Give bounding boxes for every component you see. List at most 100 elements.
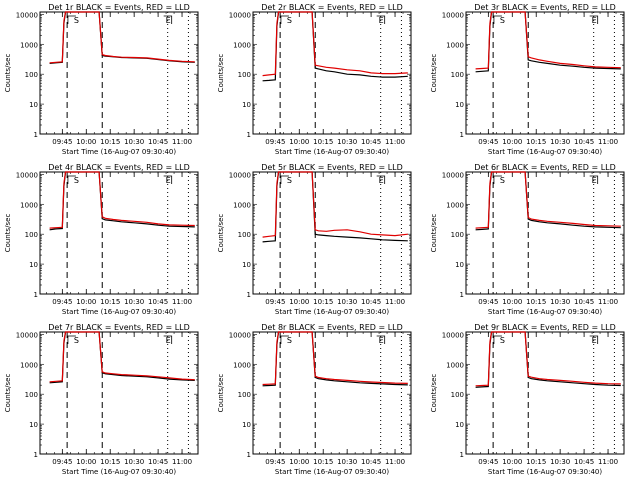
chart-title: Det 5r BLACK = Events, RED = LLD [261,163,403,172]
x-tick-label: 11:00 [385,138,405,146]
end-bracket [376,175,386,184]
end-bracket [589,335,599,344]
x-tick-label: 11:00 [172,298,192,306]
series-line-lld [49,11,195,64]
y-tick-label: 10000 [442,171,464,179]
x-tick-label: 10:00 [502,458,522,466]
x-tick-label: 10:45 [148,298,168,306]
start-marker-label: S [500,16,505,25]
end-marker-label: E [166,336,171,345]
x-tick-label: 10:45 [574,458,594,466]
end-bracket [589,15,599,24]
y-tick-label: 1 [460,131,464,139]
x-tick-label: 11:00 [172,138,192,146]
x-tick-label: 10:45 [148,138,168,146]
x-tick-label: 10:30 [124,458,144,466]
y-axis-label: Counts/sec [217,214,225,253]
start-marker-label: S [287,16,292,25]
start-bracket [493,15,502,24]
series-line-events [475,11,621,73]
chart-panel-4: Det 4r BLACK = Events, RED = LLD 1 10 100 10… [4,163,199,316]
start-bracket [67,175,76,184]
y-tick-label: 1000 [233,201,251,209]
end-marker-label: E [379,176,384,185]
start-bracket [493,335,502,344]
plot-frame [252,171,412,295]
series-line-lld [475,11,621,70]
x-tick-label: 09:45 [478,458,498,466]
start-marker-label: S [287,176,292,185]
x-tick-label: 10:45 [148,458,168,466]
x-tick-label: 10:15 [100,138,120,146]
x-tick-label: 10:15 [313,138,333,146]
end-marker-label: E [592,16,597,25]
y-tick-label: 10000 [229,11,251,19]
x-tick-label: 10:30 [337,298,357,306]
chart-panel-6: Det 6r BLACK = Events, RED = LLD 1 10 100 10… [430,163,625,316]
y-tick-label: 10 [455,421,464,429]
start-marker-label: S [74,336,79,345]
x-tick-label: 10:45 [361,458,381,466]
chart-title: Det 6r BLACK = Events, RED = LLD [474,163,616,172]
end-marker-label: E [166,16,171,25]
chart-title: Det 2r BLACK = Events, RED = LLD [261,3,403,12]
y-axis-label: Counts/sec [430,374,438,413]
series-line-events [49,171,195,231]
y-tick-label: 10 [242,261,251,269]
y-tick-label: 10000 [442,11,464,19]
series-line-events [262,331,408,387]
y-tick-label: 1000 [20,361,38,369]
x-axis-label: Start Time (16-Aug-07 09:30:40) [275,308,389,316]
y-axis-label: Counts/sec [217,374,225,413]
plot-frame [39,331,199,455]
start-marker-label: S [74,176,79,185]
chart-title: Det 1r BLACK = Events, RED = LLD [48,3,190,12]
y-tick-label: 1 [247,131,251,139]
y-tick-label: 1000 [20,41,38,49]
series-line-lld [475,171,621,229]
x-tick-label: 10:15 [100,298,120,306]
y-tick-label: 10000 [16,11,38,19]
x-tick-label: 10:45 [361,138,381,146]
y-tick-label: 10 [242,421,251,429]
x-tick-label: 10:15 [526,138,546,146]
start-bracket [280,175,289,184]
x-axis-label: Start Time (16-Aug-07 09:30:40) [488,308,602,316]
x-tick-label: 10:00 [289,298,309,306]
y-axis-label: Counts/sec [217,54,225,93]
x-tick-label: 10:30 [124,298,144,306]
x-tick-label: 10:45 [574,138,594,146]
chart-panel-2: Det 2r BLACK = Events, RED = LLD 1 10 100 10… [217,3,412,156]
plot-frame [252,11,412,135]
chart-title: Det 4r BLACK = Events, RED = LLD [48,163,190,172]
x-tick-label: 11:00 [598,458,618,466]
y-tick-label: 100 [451,391,464,399]
y-tick-label: 100 [238,231,251,239]
series-line-lld [262,171,408,238]
x-tick-label: 09:45 [265,458,285,466]
x-tick-label: 10:30 [550,138,570,146]
x-tick-label: 09:45 [52,458,72,466]
end-marker-label: E [592,176,597,185]
chart-title: Det 7r BLACK = Events, RED = LLD [48,323,190,332]
x-axis-label: Start Time (16-Aug-07 09:30:40) [275,148,389,156]
y-tick-label: 100 [25,231,38,239]
y-tick-label: 10000 [229,171,251,179]
y-tick-label: 1000 [446,41,464,49]
plot-frame [39,171,199,295]
x-axis-label: Start Time (16-Aug-07 09:30:40) [62,308,176,316]
y-tick-label: 100 [238,391,251,399]
x-tick-label: 10:00 [76,458,96,466]
x-tick-label: 10:00 [502,298,522,306]
plot-frame [465,11,625,135]
y-tick-label: 100 [25,71,38,79]
series-line-events [262,171,408,243]
series-line-events [49,11,195,64]
series-line-lld [49,331,195,383]
x-tick-label: 10:00 [76,298,96,306]
y-axis-label: Counts/sec [4,374,12,413]
y-tick-label: 100 [25,391,38,399]
x-axis-label: Start Time (16-Aug-07 09:30:40) [275,468,389,476]
plot-frame [465,171,625,295]
